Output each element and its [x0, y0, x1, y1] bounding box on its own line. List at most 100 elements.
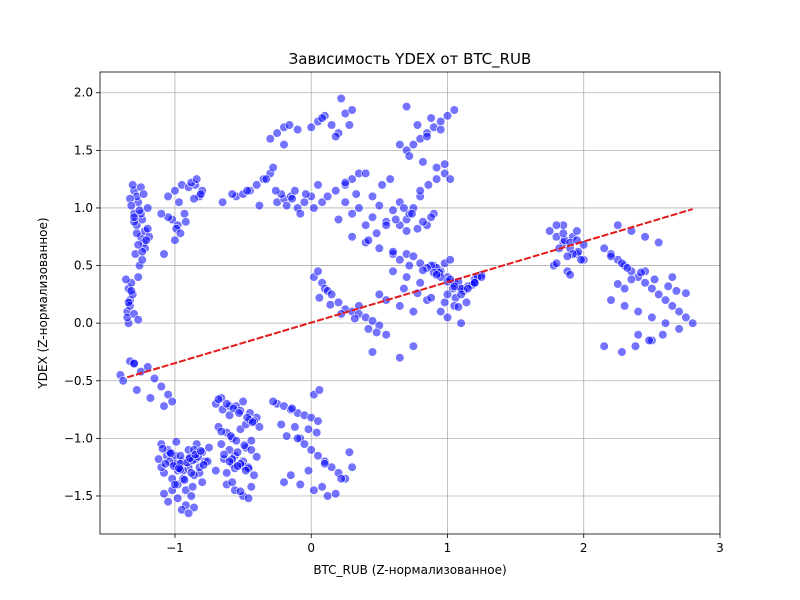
data-point: [129, 212, 139, 222]
data-point: [238, 396, 248, 407]
data-point: [617, 347, 627, 357]
data-point: [440, 159, 450, 169]
data-point: [313, 266, 323, 276]
data-point: [402, 272, 412, 282]
data-point: [476, 272, 487, 282]
data-point: [418, 157, 428, 167]
data-point: [268, 396, 278, 407]
data-point: [347, 209, 357, 219]
data-point: [149, 373, 160, 384]
data-point: [124, 297, 134, 308]
data-point: [239, 440, 249, 450]
data-point: [681, 312, 691, 323]
data-point: [630, 341, 641, 351]
data-point: [658, 330, 668, 340]
data-point: [436, 125, 446, 135]
data-point: [418, 265, 428, 275]
data-point: [303, 466, 314, 476]
data-point: [340, 197, 350, 207]
data-point: [133, 272, 143, 282]
data-point: [372, 228, 382, 238]
data-point: [327, 120, 337, 130]
data-point: [619, 301, 630, 311]
y-tick-label: 1.5: [74, 143, 93, 157]
data-point: [186, 491, 196, 501]
data-point: [222, 399, 232, 409]
x-axis-ticks: −1 0 1 2 3: [166, 534, 724, 555]
data-point: [470, 278, 480, 288]
data-point: [170, 479, 180, 490]
x-axis-label: BTC_RUB (Z-нормализованное): [313, 563, 506, 577]
data-point: [189, 194, 199, 204]
data-point: [404, 151, 414, 161]
data-point: [432, 174, 442, 184]
data-point: [336, 309, 346, 319]
data-point: [436, 116, 446, 127]
data-point: [166, 448, 176, 459]
data-point: [272, 128, 282, 138]
data-point: [143, 203, 153, 213]
data-point: [449, 281, 459, 291]
data-point: [227, 189, 237, 199]
data-point: [440, 297, 450, 308]
data-point: [599, 243, 609, 253]
data-point: [372, 327, 382, 338]
data-point: [640, 278, 650, 288]
data-point: [175, 451, 185, 461]
chart-title: Зависимость YDEX от BTC_RUB: [289, 50, 532, 69]
data-point: [633, 307, 643, 317]
data-point: [158, 444, 168, 454]
data-point: [170, 186, 180, 196]
data-point: [399, 284, 409, 294]
data-point: [286, 470, 296, 480]
data-point: [613, 279, 623, 289]
data-point: [412, 224, 423, 234]
data-point: [347, 462, 357, 472]
data-point: [128, 180, 138, 190]
data-point: [320, 459, 330, 469]
data-point: [456, 289, 466, 300]
x-tick-label: 0: [307, 541, 315, 555]
data-point: [290, 186, 300, 196]
data-point: [408, 307, 419, 317]
data-point: [159, 249, 169, 259]
data-point: [204, 443, 214, 453]
data-point: [374, 243, 384, 253]
data-point: [395, 140, 405, 150]
data-point: [160, 459, 170, 469]
data-point: [179, 475, 190, 485]
data-point: [174, 197, 184, 207]
data-point: [660, 318, 671, 328]
data-point: [313, 180, 323, 190]
data-point: [248, 417, 258, 427]
data-point: [139, 189, 149, 199]
data-point: [461, 297, 472, 308]
data-point: [317, 197, 327, 207]
data-point: [118, 376, 128, 386]
data-point: [626, 274, 637, 285]
data-point: [189, 502, 199, 513]
data-point: [323, 491, 333, 501]
data-point: [576, 255, 586, 265]
data-point: [551, 220, 562, 230]
data-point: [323, 191, 333, 201]
data-point: [141, 235, 151, 245]
data-point: [333, 214, 344, 225]
data-point: [254, 422, 264, 432]
data-point: [129, 358, 139, 369]
data-point: [317, 113, 327, 123]
data-point: [674, 307, 684, 317]
data-point: [154, 454, 164, 464]
data-point: [415, 186, 425, 196]
data-point: [391, 214, 401, 225]
data-point: [331, 131, 341, 142]
data-point: [265, 134, 275, 144]
data-point: [303, 424, 314, 434]
data-point: [449, 105, 459, 115]
data-point: [252, 180, 262, 190]
data-point: [159, 401, 169, 411]
data-point: [551, 258, 562, 268]
data-point: [213, 394, 224, 404]
data-point: [246, 436, 256, 446]
data-point: [367, 191, 378, 201]
